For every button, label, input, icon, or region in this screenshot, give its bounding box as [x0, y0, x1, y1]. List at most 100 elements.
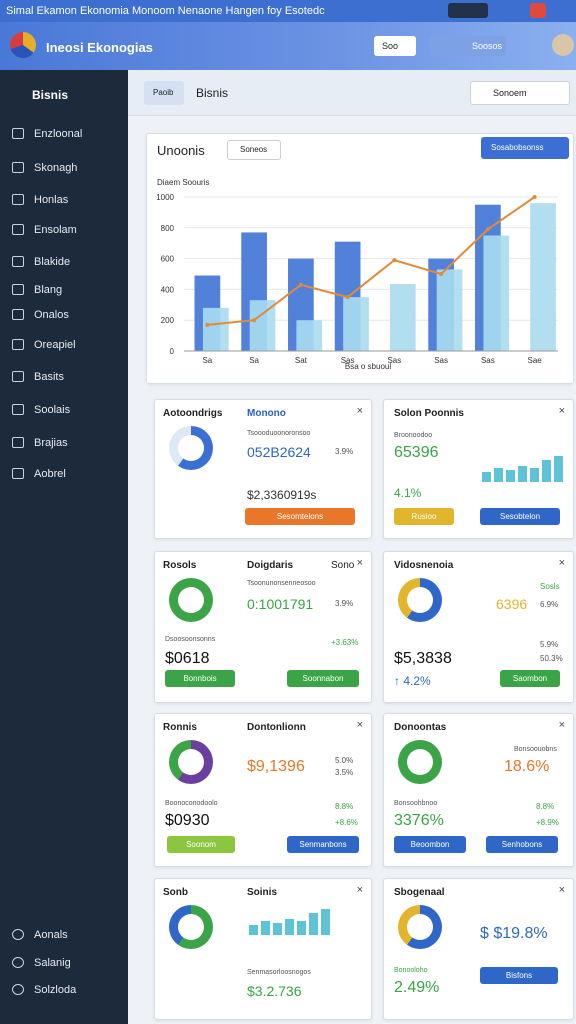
card-text: 8.8%	[536, 802, 555, 811]
nav-icon	[12, 339, 24, 350]
nav-item[interactable]: Skonagh	[34, 162, 78, 174]
mini-bar	[261, 921, 270, 935]
nav-icon	[12, 309, 24, 320]
line-point	[439, 272, 444, 276]
bar	[436, 269, 463, 351]
nav-item[interactable]: Blang	[34, 284, 63, 296]
nav-icon	[12, 256, 24, 267]
search-placeholder: Sonoem	[493, 88, 527, 98]
dropdown[interactable]: Sosabobsonss	[481, 137, 569, 159]
action-button[interactable]: Saombon	[500, 670, 560, 687]
metric-value: 052B2624	[247, 444, 311, 460]
nav-item[interactable]: Blakide	[34, 256, 71, 268]
action-button[interactable]: Sesobtelon	[480, 508, 560, 525]
stat-card: × Donoontas Bonsoouobns 18.6% Bonsoohbnoo 8.8…	[383, 713, 574, 867]
donut-hole	[407, 749, 433, 775]
card-text: 3.9%	[335, 447, 354, 456]
close-icon[interactable]: ×	[356, 557, 363, 569]
page-title: Bisnis	[196, 86, 229, 100]
card-title: Ronnis	[163, 722, 197, 733]
close-icon[interactable]: ×	[558, 719, 565, 731]
metric-value: 3376%	[394, 812, 444, 829]
action-button[interactable]: Soonnabon	[287, 670, 359, 687]
line-point	[252, 318, 257, 323]
action-button[interactable]: Bonnbois	[165, 670, 235, 687]
card-title: Vidosnenoia	[394, 560, 454, 571]
donut-icon	[398, 578, 442, 622]
tab[interactable]: Paoib	[144, 81, 184, 105]
nav-footer-item[interactable]: Solzloda	[34, 984, 77, 996]
action-button[interactable]: Beoombon	[394, 836, 466, 853]
bar	[343, 297, 369, 351]
action-button[interactable]: Senhobons	[486, 836, 558, 853]
mini-bar	[542, 460, 551, 482]
stat-card: × Ronnis Dontonlionn $9,1396 5.0% 3.5% Boonoco…	[154, 713, 372, 867]
close-icon[interactable]: ×	[356, 405, 363, 417]
search-box[interactable]: Sonoem	[470, 81, 570, 105]
search-button[interactable]: Soo	[374, 36, 416, 56]
nav-icon	[12, 984, 24, 995]
bar	[296, 320, 323, 351]
account-label: Soosos	[472, 41, 503, 51]
close-icon[interactable]: ×	[558, 557, 565, 569]
line-point	[485, 227, 490, 232]
stat-card: × Vidosnenoia Sosls 6396 6.9% 5.9% $5,3838 50.3…	[383, 551, 574, 703]
metric-value: $2,3360919s	[247, 488, 317, 502]
metric-value: $0930	[165, 812, 210, 829]
nav-item[interactable]: Brajias	[34, 437, 68, 449]
stat-card: × Sbogenaal $ $19.8% Bonooloho 2.49% Bisfons	[383, 878, 574, 1020]
app-name: Ineosi Ekonogias	[46, 40, 153, 55]
y-tick-label: 400	[161, 285, 175, 294]
donut-icon	[169, 578, 213, 622]
donut-icon	[169, 426, 213, 470]
card-text[interactable]: Soinis	[247, 887, 278, 898]
mini-bar	[518, 466, 527, 482]
close-icon[interactable]: ×	[356, 884, 363, 896]
nav-item[interactable]: Soolais	[34, 404, 71, 416]
stat-card: × Rosols Doigdaris Sono Tsoonunonsenneosoo 0:…	[154, 551, 372, 703]
card-text: 50.3%	[540, 654, 563, 663]
close-icon[interactable]: ×	[558, 884, 565, 896]
nav-footer-item[interactable]: Salanig	[34, 957, 71, 969]
card-text: +3.63%	[331, 638, 359, 647]
action-button[interactable]: Sesomtelons	[245, 508, 355, 525]
nav-item[interactable]: Basits	[34, 371, 64, 383]
nav-item[interactable]: Enzloonal	[34, 128, 83, 140]
card-text[interactable]: Dontonlionn	[247, 722, 306, 733]
y-tick-label: 1000	[156, 193, 174, 202]
filter-button[interactable]: Soneos	[227, 140, 281, 160]
close-icon[interactable]: ×	[356, 719, 363, 731]
action-button[interactable]: Soonom	[167, 836, 235, 853]
bar	[530, 203, 556, 351]
card-title: Rosols	[163, 560, 197, 571]
nav-item[interactable]: Onalos	[34, 309, 69, 321]
card-title: Sbogenaal	[394, 887, 445, 898]
nav-item[interactable]: Ensolam	[34, 224, 77, 236]
nav-icon	[12, 929, 24, 940]
mini-bar	[321, 909, 330, 935]
metric-value: 6396	[496, 596, 528, 612]
close-icon[interactable]: ×	[558, 405, 565, 417]
close-button[interactable]	[530, 3, 546, 18]
card-title: Sonb	[163, 887, 188, 898]
window-controls[interactable]	[448, 3, 488, 18]
bar	[202, 307, 229, 351]
avatar[interactable]	[552, 34, 574, 56]
metric-value: $ $19.8%	[480, 925, 548, 942]
nav-icon	[12, 468, 24, 479]
card-text[interactable]: Sono	[331, 560, 355, 571]
action-button[interactable]: Bisfons	[480, 967, 558, 984]
card-text[interactable]: Doigdaris	[247, 560, 294, 571]
account-button[interactable]: Soosos	[430, 36, 506, 56]
mini-bar	[554, 456, 563, 482]
nav-item[interactable]: Aobrel	[34, 468, 66, 480]
action-button[interactable]: Rusioo	[394, 508, 454, 525]
nav-icon	[12, 371, 24, 382]
nav-footer-item[interactable]: Aonals	[34, 929, 68, 941]
donut-icon	[169, 740, 213, 784]
card-text[interactable]: Monono	[247, 408, 286, 419]
nav-item[interactable]: Oreapiel	[34, 339, 76, 351]
action-button[interactable]: Senmanbons	[287, 836, 359, 853]
nav-item[interactable]: Honlas	[34, 194, 69, 206]
